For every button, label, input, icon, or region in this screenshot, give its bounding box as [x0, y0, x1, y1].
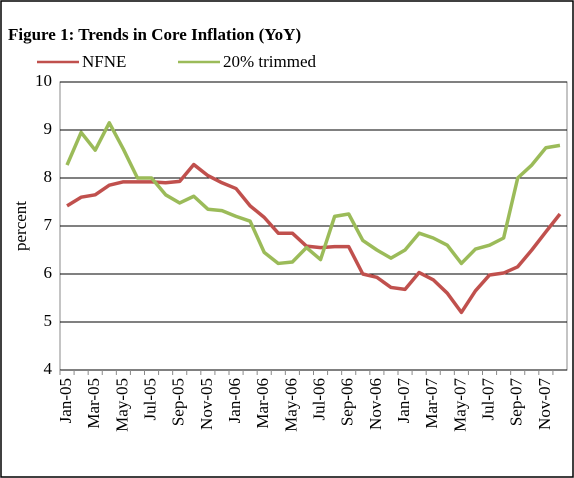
x-tick-label: Mar-07: [422, 378, 441, 429]
x-tick-label: Nov-06: [366, 378, 385, 430]
series-line: [65, 121, 561, 266]
x-tick-label: May-05: [112, 378, 131, 432]
y-axis-label: percent: [11, 201, 30, 251]
y-tick-label: 7: [44, 215, 53, 234]
series-line: [66, 162, 562, 315]
x-tick-label: Jan-05: [56, 378, 75, 423]
legend-label: NFNE: [82, 52, 126, 71]
x-tick-label: Jul-07: [478, 377, 497, 420]
y-tick-label: 6: [44, 263, 53, 282]
x-tick-label: Nov-07: [535, 378, 554, 430]
x-tick-label: Jan-07: [394, 378, 413, 424]
legend-label: 20% trimmed: [223, 52, 317, 71]
x-tick-label: Sep-05: [169, 378, 188, 426]
x-tick-label: Nov-05: [197, 378, 216, 430]
x-tick-label: Sep-06: [338, 378, 357, 426]
x-tick-label: Jul-06: [309, 378, 328, 421]
x-tick-label: May-07: [450, 378, 469, 432]
x-tick-label: Mar-06: [253, 378, 272, 429]
x-tick-label: Sep-07: [507, 378, 526, 427]
y-tick-label: 10: [35, 71, 52, 90]
y-tick-label: 5: [44, 311, 53, 330]
x-tick-label: Mar-05: [84, 378, 103, 429]
y-tick-label: 4: [44, 359, 53, 378]
y-tick-label: 8: [44, 167, 53, 186]
x-tick-label: May-06: [281, 378, 300, 432]
chart-title: Figure 1: Trends in Core Inflation (YoY): [8, 25, 301, 44]
y-tick-label: 9: [44, 119, 53, 138]
x-tick-label: Jul-05: [140, 378, 159, 421]
x-tick-label: Jan-06: [225, 378, 244, 423]
